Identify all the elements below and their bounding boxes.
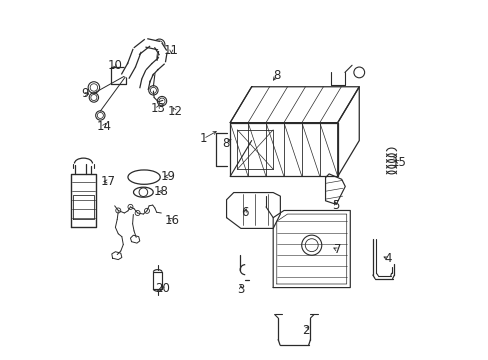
- Polygon shape: [157, 51, 166, 62]
- Text: 7: 7: [333, 243, 341, 256]
- Text: 13: 13: [150, 102, 165, 115]
- Text: 19: 19: [161, 170, 176, 183]
- Text: 1: 1: [199, 132, 206, 145]
- Text: 15: 15: [390, 156, 406, 168]
- Polygon shape: [122, 63, 135, 78]
- Polygon shape: [152, 58, 164, 70]
- Text: 5: 5: [332, 199, 339, 212]
- Text: 16: 16: [164, 214, 179, 227]
- Text: 10: 10: [107, 59, 122, 72]
- Polygon shape: [127, 49, 141, 67]
- Text: 12: 12: [167, 105, 182, 118]
- Text: 4: 4: [384, 252, 391, 265]
- Text: 6: 6: [240, 206, 248, 219]
- Text: 17: 17: [101, 175, 116, 188]
- Polygon shape: [155, 43, 166, 55]
- Text: 8: 8: [222, 137, 229, 150]
- Polygon shape: [142, 71, 153, 82]
- Polygon shape: [134, 40, 149, 54]
- Text: 8: 8: [272, 69, 280, 82]
- Text: 3: 3: [237, 283, 244, 296]
- Text: 18: 18: [154, 185, 168, 198]
- Text: 20: 20: [155, 282, 170, 295]
- Polygon shape: [140, 80, 150, 90]
- Polygon shape: [146, 64, 158, 75]
- Text: 2: 2: [301, 324, 308, 337]
- Text: 14: 14: [96, 120, 111, 133]
- Text: 9: 9: [81, 87, 88, 100]
- Text: 11: 11: [163, 44, 179, 57]
- Polygon shape: [146, 39, 159, 50]
